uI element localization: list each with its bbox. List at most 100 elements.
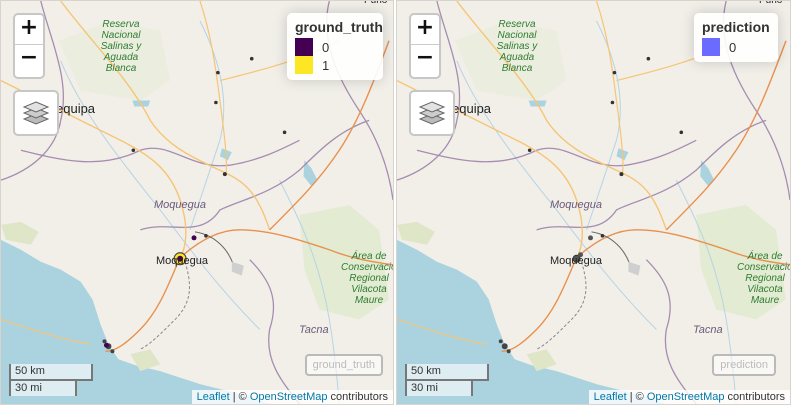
basemap[interactable] [1,1,393,404]
marker-class-0[interactable] [177,255,184,262]
highway [665,40,787,231]
river [675,179,737,404]
river [189,20,225,231]
town-dot [646,56,651,61]
legend: ground_truth 0 1 [287,13,383,80]
layer-toggle-label[interactable]: ground_truth [304,354,383,376]
place-label-tacna: Tacna [693,324,723,336]
place-label-moquegua-town: Moquegua [156,255,208,267]
legend-swatch-0 [702,38,720,56]
legend-row: 0 [702,38,770,56]
town-dot [612,70,617,75]
marker-class-0[interactable] [588,235,594,241]
place-label-moquegua-region: Moquegua [154,199,206,211]
park-area [696,204,787,320]
highway [179,229,393,266]
place-label-reserva: Reserva Nacional Salinas y Aguada Blanca [496,19,538,74]
park-area [58,20,171,101]
legend-label-0: 0 [729,39,737,55]
map-panel-prediction[interactable]: Reserva Nacional Salinas y Aguada Blanca… [396,0,791,405]
lake [303,160,318,187]
attribution-suffix: contributors [724,391,785,403]
town-dot [131,148,136,153]
basemap[interactable] [397,1,790,404]
zoom-control: + − [409,13,441,79]
park-area [397,221,435,245]
town-dot [527,148,532,153]
legend-swatch-0 [295,38,313,56]
layers-button[interactable] [409,90,455,136]
region-boundary [20,139,300,167]
layer-toggle-label[interactable]: prediction [712,354,776,376]
legend-title: prediction [702,19,770,35]
zoom-control: + − [13,13,45,79]
zoom-in-button[interactable]: + [15,15,43,45]
scale-km: 50 km [9,364,93,381]
place-label-moquegua-region: Moquegua [550,199,602,211]
park-area [130,349,161,372]
urban-area [628,261,641,276]
region-boundary [397,1,461,181]
marker-class-0[interactable] [572,254,581,263]
map-panel-ground-truth[interactable]: Reserva Nacional Salinas y Aguada Blanca… [0,0,394,405]
town-dot [679,130,684,135]
legend-row: 0 [295,38,375,56]
park-area [454,20,567,101]
osm-link[interactable]: OpenStreetMap [249,391,328,403]
railway [536,261,587,350]
leaflet-link[interactable]: Leaflet [593,391,627,403]
zoom-out-button[interactable]: − [19,45,39,70]
road [595,1,624,176]
port-cluster [110,349,115,354]
region-boundary [249,259,300,404]
place-label-moquegua-town: Moquegua [550,255,602,267]
region-boundary [1,1,65,181]
zoom-in-button[interactable]: + [411,15,439,45]
river [279,179,340,404]
highway [105,257,181,352]
layers-button[interactable] [13,90,59,136]
legend-label-0: 0 [322,39,330,55]
legend-swatch-1 [295,56,313,74]
attribution: Leaflet | © OpenStreetMap contributors [191,390,393,404]
scale-bar: 50 km 30 mi [405,364,489,396]
place-label-area-conservacion: Área de Conservación Regional Vilacota M… [341,251,393,306]
layers-icon [418,101,446,125]
scale-mi: 30 mi [9,379,77,396]
place-label-area-conservacion: Área de Conservación Regional Vilacota M… [737,251,790,306]
urban-area [231,261,244,276]
osm-link[interactable]: OpenStreetMap [646,391,725,403]
leaflet-link[interactable]: Leaflet [196,391,230,403]
road [199,1,227,176]
town-dot [619,172,624,177]
road [1,318,91,345]
attribution-sep: | © [626,391,647,403]
park-area [299,204,390,320]
port-cluster [501,343,508,350]
road [397,318,487,345]
zoom-out-button[interactable]: − [415,45,435,70]
town-dot [600,234,605,238]
scale-mi: 30 mi [405,379,473,396]
town-dot [282,130,287,135]
legend: prediction 0 [694,13,778,62]
marker-class-0[interactable] [191,235,197,241]
region-boundary [416,139,697,167]
place-label-reserva: Reserva Nacional Salinas y Aguada Blanca [100,19,142,74]
river [586,20,621,231]
place-label-arequipa: equipa [56,101,96,116]
region-boundary [140,119,370,231]
region-boundary [645,259,697,404]
marker-class-0[interactable] [103,342,109,348]
town-dot [204,234,208,238]
river [60,60,261,330]
port-cluster [102,339,107,344]
legend-label-1: 1 [322,57,330,73]
road [60,1,271,231]
highway [576,229,790,266]
attribution: Leaflet | © OpenStreetMap contributors [588,390,790,404]
layers-icon [22,101,50,125]
marker-class-0[interactable] [578,252,584,258]
attribution-sep: | © [229,391,250,403]
